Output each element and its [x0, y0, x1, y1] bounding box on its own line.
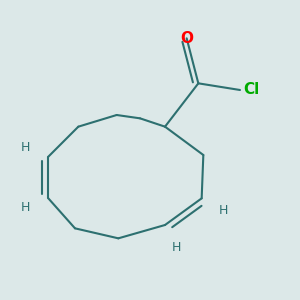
Text: H: H — [20, 141, 30, 154]
Text: O: O — [180, 31, 193, 46]
Text: Cl: Cl — [243, 82, 260, 98]
Text: H: H — [20, 201, 30, 214]
Text: H: H — [219, 204, 228, 217]
Text: H: H — [171, 241, 181, 254]
